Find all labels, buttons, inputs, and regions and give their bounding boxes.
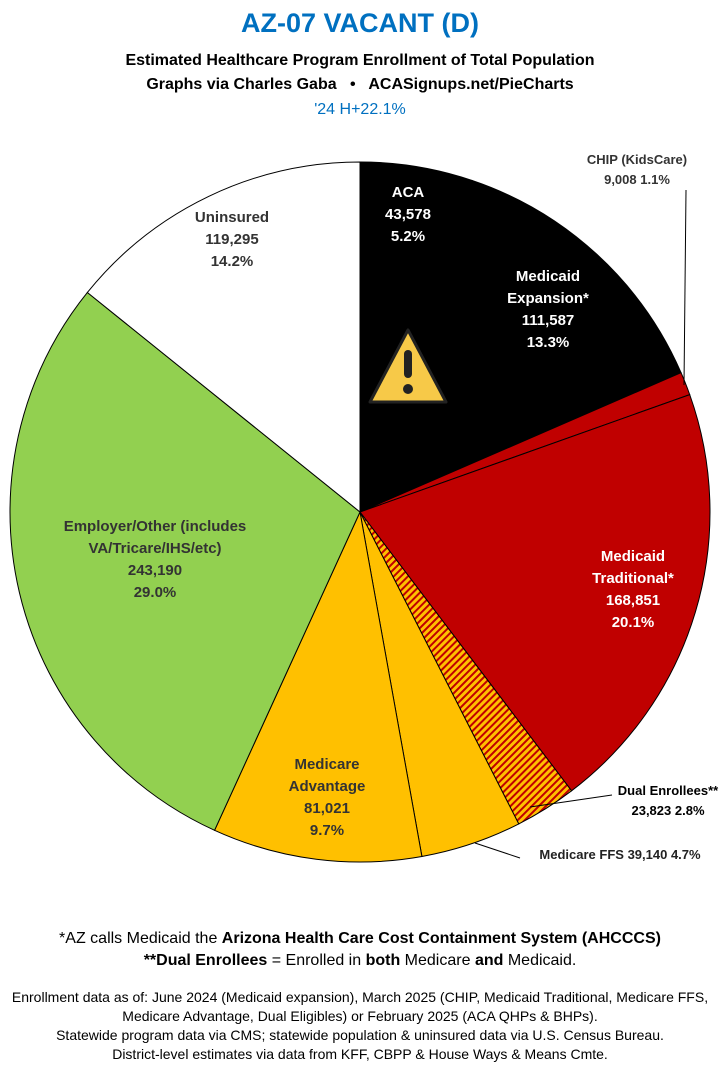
slice-percent: 14.2% bbox=[210, 253, 254, 270]
chart bbox=[9, 161, 711, 863]
slice-name: CHIP (KidsCare) bbox=[586, 152, 688, 167]
slice-percent: 5.2% bbox=[390, 228, 426, 245]
note: *AZ calls Medicaid the Arizona Health Ca… bbox=[0, 928, 720, 950]
slice-name: Uninsured bbox=[194, 209, 270, 226]
slice-percent: 4.7% bbox=[670, 847, 701, 862]
source: Statewide program data via CMS; statewid… bbox=[56, 1027, 664, 1043]
leader-line bbox=[683, 189, 687, 386]
note-text: *AZ calls Medicaid the bbox=[59, 930, 222, 947]
slice-percent: 29.0% bbox=[133, 584, 177, 601]
slice-label: Dual Enrollees** 23,823 2.8% bbox=[583, 781, 720, 821]
subtitle: Graphs via Charles Gaba bbox=[146, 76, 337, 93]
slice-value: 9,008 bbox=[604, 172, 637, 187]
pie-slice bbox=[359, 393, 711, 792]
slice-label: Medicaid Traditional* 168,851 20.1% bbox=[573, 546, 693, 634]
note-text: = Enrolled in bbox=[267, 952, 366, 969]
subtitle: Estimated Healthcare Program Enrollment … bbox=[125, 52, 595, 69]
slice-name: Employer/Other (includes VA/Tricare/IHS/… bbox=[63, 518, 247, 557]
subtitle: Graphs via Charles Gaba • ACASignups.net… bbox=[0, 76, 720, 94]
slice-percent: 13.3% bbox=[526, 334, 570, 351]
slice-percent: 2.8% bbox=[674, 803, 705, 818]
slice-label: ACA 43,578 5.2% bbox=[363, 182, 453, 248]
slice-name: Dual Enrollees** bbox=[617, 783, 719, 798]
slice-label: Medicaid Expansion* 111,587 13.3% bbox=[488, 266, 608, 354]
separator: • bbox=[349, 76, 356, 93]
note-text: Medicaid. bbox=[503, 952, 577, 969]
chart-title: AZ-07 VACANT (D) bbox=[241, 8, 479, 38]
slice-value: 81,021 bbox=[304, 800, 350, 817]
slice-label: CHIP (KidsCare) 9,008 1.1% bbox=[537, 150, 720, 190]
slice-label: Medicare Advantage 81,021 9.7% bbox=[267, 754, 387, 842]
pie-slice bbox=[213, 510, 423, 863]
pie-slice bbox=[359, 179, 682, 513]
pie-slice bbox=[86, 161, 361, 514]
note-text: both bbox=[365, 952, 401, 969]
slice-label: Employer/Other (includes VA/Tricare/IHS/… bbox=[25, 516, 285, 604]
slice-name: Medicaid Expansion* bbox=[507, 268, 589, 307]
warning-icon bbox=[368, 328, 448, 404]
note-text: Arizona Health Care Cost Containment Sys… bbox=[221, 930, 661, 947]
annotation: '24 H+22.1% bbox=[314, 101, 406, 118]
slice-value: 23,823 bbox=[631, 803, 672, 818]
slice-name: Medicare FFS bbox=[539, 847, 624, 862]
notes: *AZ calls Medicaid the Arizona Health Ca… bbox=[0, 928, 720, 972]
sources: Enrollment data as of: June 2024 (Medica… bbox=[4, 988, 716, 1064]
source: District-level estimates via data from K… bbox=[112, 1046, 608, 1062]
slice-value: 43,578 bbox=[385, 206, 431, 223]
leader-line bbox=[474, 842, 521, 859]
slice-percent: 20.1% bbox=[611, 614, 655, 631]
slice-value: 168,851 bbox=[605, 592, 661, 609]
slice-percent: 9.7% bbox=[309, 822, 345, 839]
slice-name: ACA bbox=[391, 184, 425, 201]
note-text: **Dual Enrollees bbox=[143, 952, 268, 969]
leader-lines bbox=[474, 189, 687, 859]
slice-label: Uninsured 119,295 14.2% bbox=[162, 207, 302, 273]
slice-value: 39,140 bbox=[627, 847, 668, 862]
slice-name: Medicaid Traditional* bbox=[592, 548, 674, 587]
note-text: Medicare bbox=[400, 952, 475, 969]
subtitle: ACASignups.net/PieCharts bbox=[368, 76, 574, 93]
slice-name: Medicare Advantage bbox=[288, 756, 366, 795]
source: Enrollment data as of: June 2024 (Medica… bbox=[11, 989, 709, 1024]
note: **Dual Enrollees = Enrolled in both Medi… bbox=[0, 950, 720, 972]
note-text: and bbox=[474, 952, 504, 969]
slice-value: 111,587 bbox=[521, 312, 575, 329]
leader-line bbox=[529, 794, 613, 808]
pie-slice bbox=[9, 291, 361, 832]
slice-value: 243,190 bbox=[127, 562, 183, 579]
slice-percent: 1.1% bbox=[640, 172, 670, 187]
slice-value: 119,295 bbox=[205, 231, 259, 248]
slice-label: Medicare FFS 39,140 4.7% bbox=[510, 845, 720, 865]
